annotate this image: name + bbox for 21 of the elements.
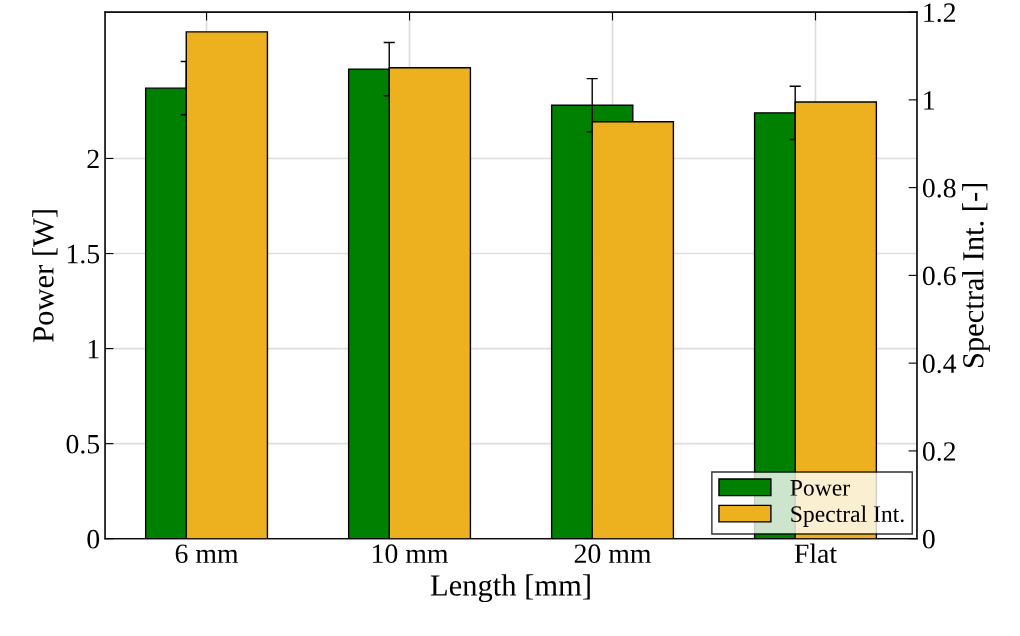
x-tick-label: 6 mm [175,544,239,564]
y2-tick-label: 1 [924,91,935,110]
y-axis-title: Power [W] [32,210,58,342]
y-tick-label: 0.5 [66,434,100,454]
x-tick-label: 20 mm [574,544,652,564]
x-tick-label: 10 mm [373,544,449,564]
y2-axis-title: Spectral Int. [-] [962,183,990,368]
y2-tick-label: 0.6 [922,266,956,286]
y2-tick-label: 0 [922,529,935,549]
x-axis-title: Length [mm] [430,574,590,603]
y2-tick-label: 0.2 [922,442,956,461]
y2-tick-label: 0.8 [922,178,956,198]
legend-label: Spectral Int. [791,505,904,527]
legend-label: Power [790,480,850,496]
y-tick-label: 0 [87,529,100,549]
y2-tick-label: 0.4 [922,354,957,374]
y-tick-label: 2 [87,149,99,169]
y-tick-label: 1.5 [67,244,100,264]
y2-tick-label: 1.2 [924,3,956,23]
y-tick-label: 1 [88,339,99,359]
x-tick-label: Flat [794,543,837,564]
